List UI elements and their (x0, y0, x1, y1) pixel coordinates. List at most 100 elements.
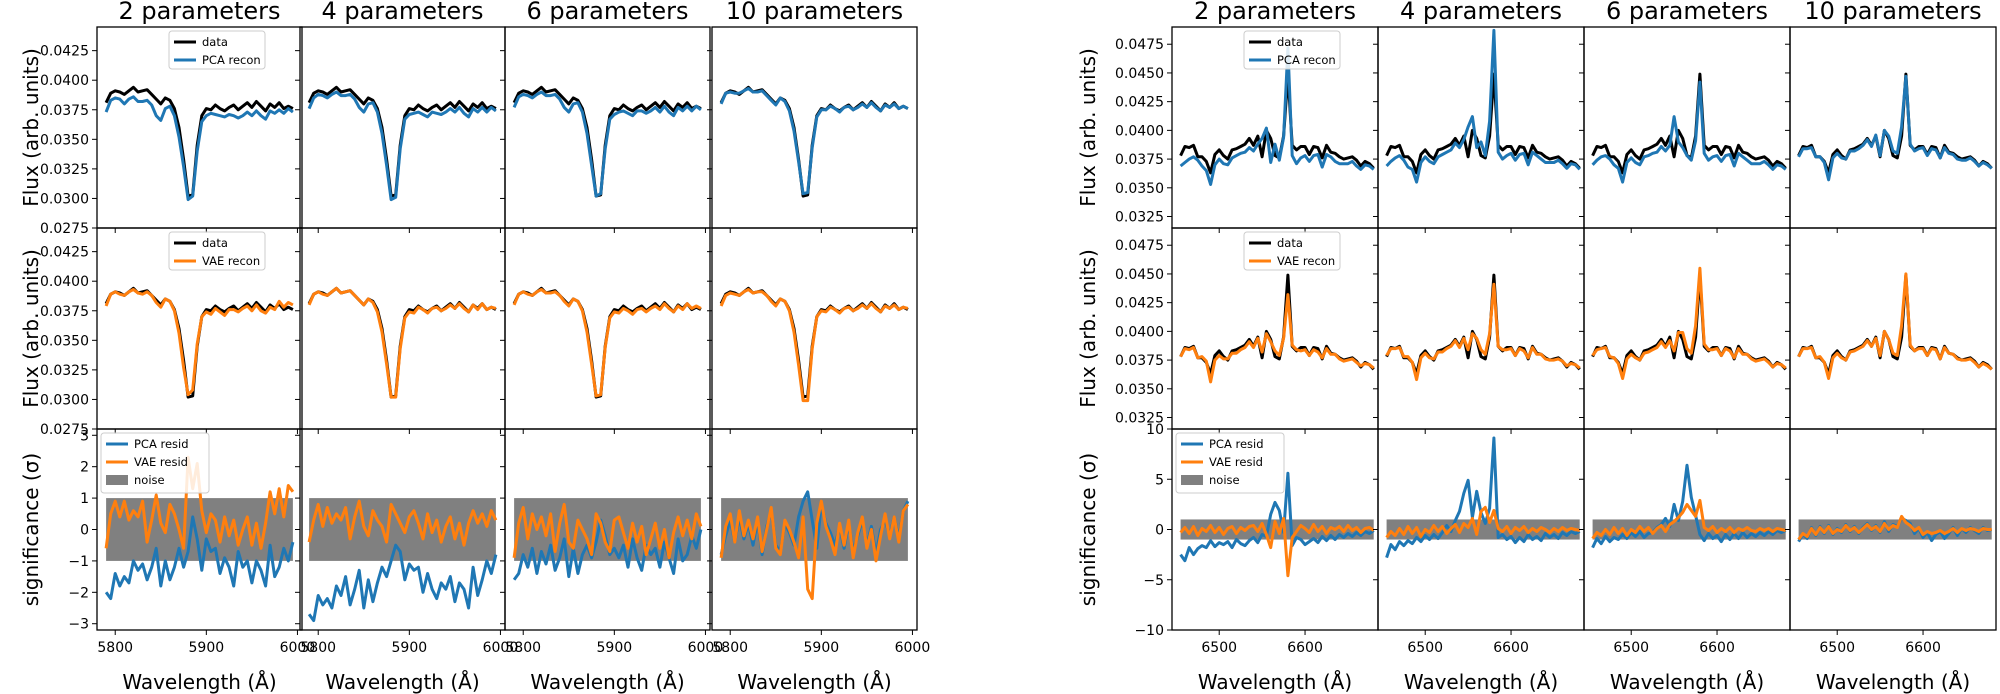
legend-label: VAE resid (134, 455, 188, 469)
panel-row2-col1: 0.0325 0.0350 0.0375 0.0400 0.0425 0.0450 0.04… (1115, 227, 1379, 434)
legend-label: noise (1209, 473, 1240, 487)
y-tick-label: 0.0300 (40, 191, 89, 207)
pca-resid-line (104, 515, 295, 601)
y-tick-label: −10 (1134, 623, 1164, 639)
pca-recon-line (512, 90, 702, 198)
vae-recon-line (1385, 282, 1581, 382)
vae-resid-line (1591, 498, 1787, 540)
y-tick-label: 0 (1155, 523, 1164, 539)
plot-area (1179, 471, 1375, 578)
vae-resid-line (307, 499, 498, 547)
x-axis-label: Wavelength (Å) (1198, 670, 1352, 694)
legend: PCA resid VAE resid noise (1175, 432, 1285, 494)
y-tick-label: 0.0425 (40, 44, 89, 60)
axes-frame (1789, 26, 1997, 229)
legend-label: PCA resid (134, 437, 189, 451)
panel-row1-col2: 4 parameters (295, 0, 506, 233)
plot-area (104, 85, 294, 202)
plot-area (1591, 266, 1787, 380)
plot-area (1385, 436, 1581, 559)
y-tick-label: 0.0400 (1115, 123, 1164, 139)
y-tick-label: 0.0425 (1115, 95, 1164, 111)
pca-resid-line (307, 543, 498, 623)
panel-row2-col3 (1579, 227, 1791, 434)
pca-resid-line (1591, 463, 1787, 549)
panel-title: 2 parameters (118, 0, 280, 25)
axes-frame (1789, 227, 1997, 430)
y-tick-label: −3 (68, 617, 89, 633)
pca-recon-line (104, 95, 294, 202)
pca-recon-line (1385, 28, 1581, 184)
data-line (1179, 273, 1375, 376)
vae-recon-line (719, 288, 909, 403)
y-tick-label: 0.0350 (1115, 181, 1164, 197)
y-tick-label: 0.0475 (1115, 238, 1164, 254)
vae-resid-line (1385, 505, 1581, 539)
panel-row2-col2 (295, 227, 506, 434)
y-axis-label: significance (σ) (1076, 453, 1100, 606)
x-tick-label: 6600 (1493, 640, 1529, 656)
y-tick-label: 0.0325 (40, 162, 89, 178)
x-tick-label: 5800 (300, 640, 336, 656)
x-tick-label: 6500 (1819, 640, 1855, 656)
y-tick-label: 0.0275 (40, 221, 89, 237)
plot-area (307, 286, 497, 399)
panel-row2-col1: 0.0275 0.0300 0.0325 0.0350 0.0375 0.0400 0.04… (40, 227, 303, 438)
x-axis-label: Wavelength (Å) (1404, 670, 1558, 694)
y-tick-label: 0 (80, 523, 89, 539)
plot-area (307, 85, 497, 202)
plot-area (1797, 272, 1993, 380)
panel-row1-col1: 0.0275 0.0300 0.0325 0.0350 0.0375 0.0400 0.04… (40, 0, 303, 237)
pca-recon-line (1797, 74, 1993, 182)
vae-resid-line (512, 502, 703, 560)
pca-recon-line (1179, 46, 1375, 186)
y-tick-label: −5 (1143, 573, 1164, 589)
plot-area (1179, 46, 1375, 186)
x-tick-label: 5800 (97, 640, 133, 656)
x-tick-label: 6500 (1407, 640, 1443, 656)
vae-resid-line (1797, 514, 1992, 541)
plot-area (719, 286, 909, 403)
y-tick-label: 0.0375 (40, 304, 89, 320)
legend-swatch (1181, 475, 1203, 485)
y-tick-label: 0.0350 (40, 333, 89, 349)
plot-area (1591, 463, 1787, 549)
vae-recon-line (104, 288, 294, 397)
vae-recon-line (1797, 272, 1993, 380)
x-tick-label: 5900 (189, 640, 225, 656)
y-tick-label: 0.0375 (40, 103, 89, 119)
x-axis-label: Wavelength (Å) (1816, 670, 1970, 694)
legend-label: PCA resid (1209, 437, 1264, 451)
data-line (1385, 72, 1581, 175)
x-tick-label: 5800 (505, 640, 541, 656)
plot-area (512, 286, 702, 399)
panel-row2-col2 (1373, 227, 1585, 434)
vae-resid-line (1179, 516, 1375, 578)
y-tick-label: −2 (68, 585, 89, 601)
plot-area (307, 498, 498, 623)
y-tick-label: 0.0350 (1115, 382, 1164, 398)
plot-area (1591, 72, 1787, 184)
panel-title: 4 parameters (321, 0, 483, 25)
x-tick-label: 6000 (895, 640, 931, 656)
x-axis-label: Wavelength (Å) (737, 670, 891, 694)
vae-resid-line (719, 499, 910, 601)
y-tick-label: 0.0475 (1115, 37, 1164, 53)
y-axis-label: significance (σ) (19, 453, 43, 606)
axes-frame (1377, 26, 1585, 229)
plot-area (719, 490, 910, 601)
pca-recon-line (719, 87, 909, 196)
legend: data PCA recon (168, 30, 266, 70)
legend-label: VAE resid (1209, 455, 1263, 469)
panel-row3-col1: −10 −5 0 5 10 6500 6600 Wavelength (Å) PCA resid… (1134, 422, 1379, 694)
y-tick-label: 0.0325 (1115, 210, 1164, 226)
legend-label: PCA recon (1277, 53, 1336, 67)
x-tick-label: 6500 (1613, 640, 1649, 656)
axes-frame (1583, 227, 1791, 430)
panel-row3-col2: 6500 6600 Wavelength (Å) (1373, 428, 1585, 694)
panel-row3-col3: 6500 6600 Wavelength (Å) (1579, 428, 1791, 694)
y-axis-label: Flux (arb. units) (19, 48, 43, 207)
panel-row1-col4: 10 parameters (1785, 0, 1997, 233)
